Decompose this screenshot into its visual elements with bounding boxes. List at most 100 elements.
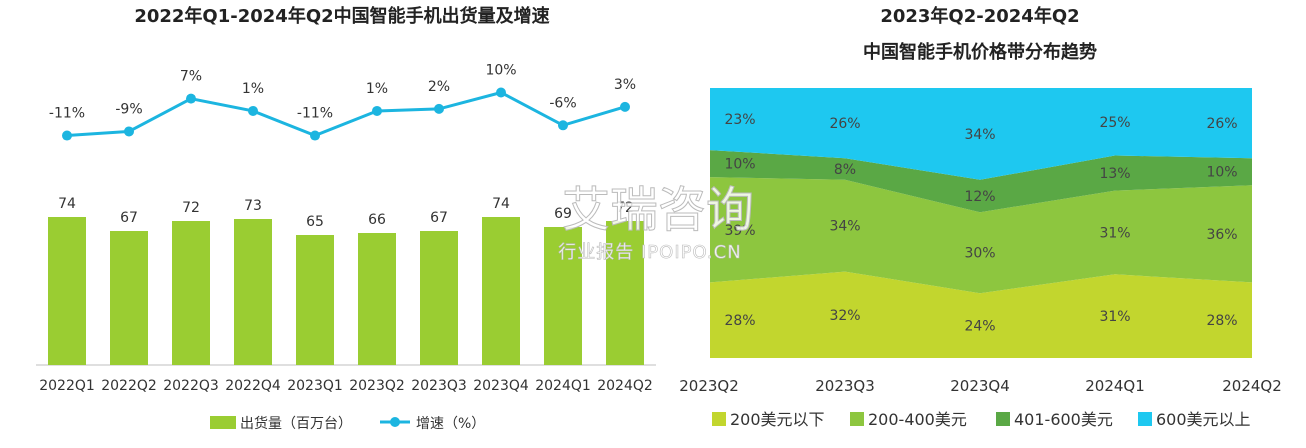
x-tick-2022Q4: 2022Q4	[225, 378, 281, 394]
area-4-label-2023Q4: 34%	[964, 127, 995, 143]
legend-label-shipments: 出货量（百万台）	[240, 415, 352, 432]
bar-2022Q4	[234, 219, 272, 365]
legend-swatch-shipments	[210, 416, 236, 429]
bar-label-2023Q2: 66	[368, 212, 386, 228]
growth-label-2024Q1: -6%	[549, 95, 576, 111]
x-tick-2023Q2: 2023Q2	[349, 378, 405, 394]
bar-2022Q2	[110, 231, 148, 365]
growth-point-2023Q2	[372, 105, 382, 116]
area-2	[710, 177, 1252, 294]
growth-label-2022Q2: -9%	[115, 101, 142, 117]
area-3-label-2024Q1: 13%	[1099, 166, 1130, 182]
growth-label-2023Q4: 10%	[485, 63, 516, 79]
x-tick-2022Q3: 2022Q3	[163, 378, 219, 394]
growth-point-2024Q1	[558, 120, 568, 131]
bar-label-2024Q2: 72	[616, 200, 634, 216]
legend-swatch-growth-dot	[390, 417, 400, 427]
x-tick-2024Q1: 2024Q1	[535, 378, 591, 394]
bar-label-2022Q3: 72	[182, 200, 200, 216]
legend-swatch-2	[850, 412, 864, 426]
area-1-label-2023Q4: 24%	[964, 319, 995, 335]
growth-line	[66, 90, 626, 138]
watermark-main: 艾瑞咨询	[562, 182, 754, 238]
watermark-sub: 行业报告 IPOIPO.CN	[558, 242, 741, 263]
area-3-label-2023Q2: 10%	[724, 157, 755, 173]
growth-label-2022Q4: 1%	[242, 81, 264, 97]
x-tick-2022Q1: 2022Q1	[39, 378, 95, 394]
area-1-label-2024Q1: 31%	[1099, 309, 1130, 325]
growth-point-2023Q1	[310, 130, 320, 141]
x-tick-2023Q3: 2023Q3	[815, 377, 875, 395]
x-tick-2023Q1: 2023Q1	[287, 378, 343, 394]
area-2-label-2024Q2: 36%	[1206, 227, 1237, 243]
area-4-label-2024Q2: 26%	[1206, 116, 1237, 132]
legend-label-3: 401-600美元	[1014, 410, 1113, 429]
area-4-label-2024Q1: 25%	[1099, 115, 1130, 131]
growth-point-2022Q4	[248, 105, 258, 116]
chart2-title-line1: 2023年Q2-2024年Q2	[880, 5, 1079, 27]
x-tick-2023Q4: 2023Q4	[473, 378, 529, 394]
growth-label-2023Q3: 2%	[428, 79, 450, 95]
bar-label-2024Q1: 69	[554, 206, 572, 222]
bar-2023Q2	[358, 233, 396, 365]
area-3-label-2023Q4: 12%	[964, 189, 995, 205]
growth-point-2022Q2	[124, 126, 134, 137]
area-3	[710, 150, 1252, 213]
bar-2024Q1	[544, 227, 582, 365]
bar-2022Q3	[172, 221, 210, 365]
x-tick-2024Q2: 2024Q2	[1222, 377, 1282, 395]
bar-label-2023Q3: 67	[430, 210, 448, 226]
chart1: 74 2022Q1 67 2022Q2 72 2022Q3 73 2022Q4 65 2023Q1…	[36, 63, 656, 432]
area-1-label-2023Q3: 32%	[829, 308, 860, 324]
growth-point-2024Q2	[620, 101, 630, 112]
x-tick-2024Q2: 2024Q2	[597, 378, 653, 394]
area-4-label-2023Q2: 23%	[724, 112, 755, 128]
legend-label-growth: 增速（%）	[416, 416, 485, 432]
area-2-label-2024Q1: 31%	[1099, 225, 1130, 241]
legend-label-4: 600美元以上	[1156, 410, 1251, 429]
legend-label-2: 200-400美元	[868, 410, 967, 429]
legend-swatch-3	[996, 412, 1010, 426]
bar-2023Q4	[482, 217, 520, 365]
area-4	[710, 88, 1252, 180]
growth-label-2022Q3: 7%	[180, 69, 202, 85]
chart2: 28% 32% 24% 31% 28% 39% 34% 30% 31% 36% 10% 8% 12% 13…	[679, 88, 1282, 429]
growth-label-2023Q1: -11%	[297, 106, 333, 122]
area-1-label-2024Q2: 28%	[1206, 313, 1237, 329]
x-tick-2024Q1: 2024Q1	[1085, 377, 1145, 395]
area-2-label-2023Q4: 30%	[964, 246, 995, 262]
bar-label-2022Q1: 74	[58, 196, 76, 212]
legend-label-1: 200美元以下	[730, 410, 825, 429]
x-tick-2023Q3: 2023Q3	[411, 378, 467, 394]
x-tick-2022Q2: 2022Q2	[101, 378, 157, 394]
growth-point-2022Q3	[186, 93, 196, 104]
bar-2023Q1	[296, 235, 334, 365]
bar-2022Q1	[48, 217, 86, 365]
growth-point-2023Q3	[434, 103, 444, 114]
growth-label-2024Q2: 3%	[614, 77, 636, 93]
bar-label-2023Q4: 74	[492, 196, 510, 212]
area-3-label-2023Q3: 8%	[834, 162, 856, 178]
legend-swatch-4	[1138, 412, 1152, 426]
bar-label-2022Q2: 67	[120, 210, 138, 226]
area-1	[710, 271, 1252, 358]
area-2-label-2023Q2: 39%	[724, 223, 755, 239]
bar-label-2023Q1: 65	[306, 214, 324, 230]
area-4-label-2023Q3: 26%	[829, 116, 860, 132]
bar-2023Q3	[420, 231, 458, 365]
chart2-title-line2: 中国智能手机价格带分布趋势	[863, 41, 1097, 63]
bar-label-2022Q4: 73	[244, 198, 262, 214]
legend-swatch-1	[712, 412, 726, 426]
x-tick-2023Q2: 2023Q2	[679, 377, 739, 395]
chart1-title: 2022年Q1-2024年Q2中国智能手机出货量及增速	[134, 5, 549, 27]
area-1-label-2023Q2: 28%	[724, 313, 755, 329]
area-2-label-2023Q3: 34%	[829, 219, 860, 235]
bar-2024Q2	[606, 221, 644, 365]
growth-label-2022Q1: -11%	[49, 106, 85, 122]
area-3-label-2024Q2: 10%	[1206, 165, 1237, 181]
growth-label-2023Q2: 1%	[366, 81, 388, 97]
growth-point-2023Q4	[496, 87, 506, 98]
x-tick-2023Q4: 2023Q4	[950, 377, 1010, 395]
growth-point-2022Q1	[62, 130, 72, 141]
